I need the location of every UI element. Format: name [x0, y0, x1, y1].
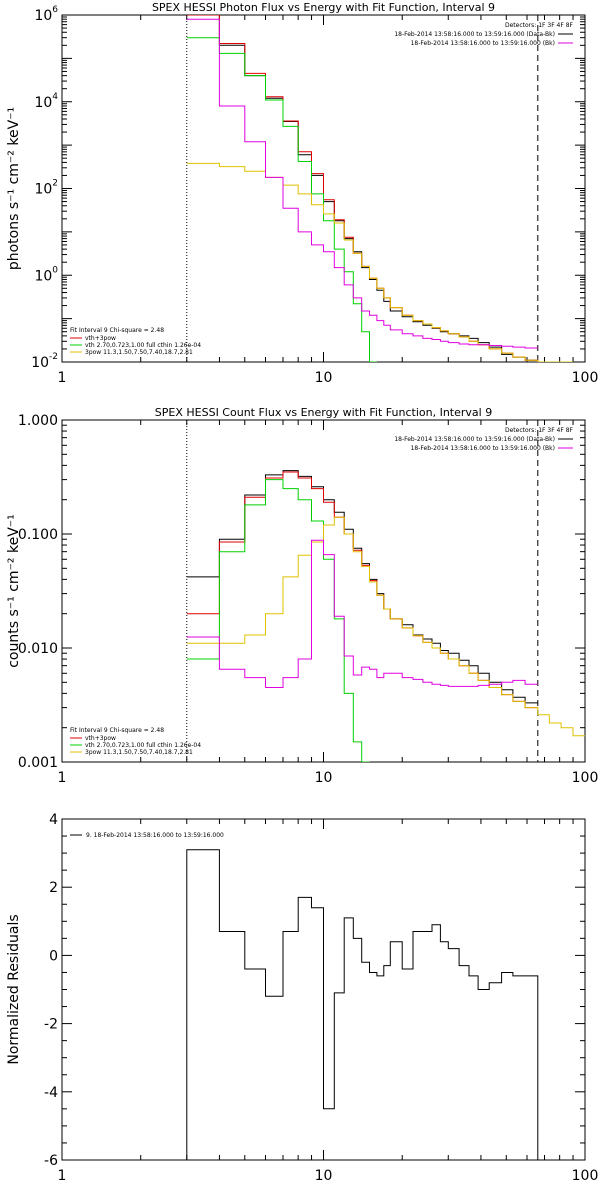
y-tick-label: 0 — [49, 948, 58, 964]
x-tick-label: 10 — [315, 770, 333, 786]
y-tick-label: 0.001 — [18, 755, 58, 771]
legend-entry: 3pow 11.3,1.50,7.50,7.40,18.7,2.81 — [85, 349, 193, 356]
series-line-5 — [186, 539, 538, 688]
y-tick-label: 0.010 — [18, 641, 58, 657]
x-tick-label: 1 — [58, 1168, 67, 1184]
series-line-4 — [186, 516, 585, 737]
y-tick-label: 4 — [49, 812, 58, 828]
y-tick-label: -2 — [44, 1017, 58, 1033]
chart-title: SPEX HESSI Photon Flux vs Energy with Fi… — [152, 1, 495, 14]
legend-entry: 18-Feb-2014 13:58:16.000 to 13:59:16.000… — [394, 31, 555, 38]
legend-entry: 18-Feb-2014 13:58:16.000 to 13:59:16.000… — [394, 436, 555, 443]
chart-panel-3: 1 10 100 4 2 0 -2 -4 -6 Normalized Residuals 9. 18… — [6, 812, 598, 1184]
series-line-1 — [186, 15, 538, 361]
x-tick-label: 100 — [572, 770, 599, 786]
y-tick-label: -6 — [44, 1153, 58, 1169]
legend-entry: 18-Feb-2014 13:58:16.000 to 13:59:16.000… — [411, 445, 555, 452]
series-line-2 — [186, 471, 538, 709]
y-tick-label: 100 — [34, 265, 58, 284]
legend-header: Detectors: 1F 3F 4F 8F — [505, 22, 574, 29]
legend-entry: vth+3pow — [85, 335, 116, 342]
legend-entry: 3pow 11.3,1.50,7.50,7.40,18.7,2.81 — [85, 749, 193, 756]
plot-frame — [61, 419, 586, 763]
legend-header: Detectors: 1F 3F 4F 8F — [505, 427, 574, 434]
y-tick-label: -4 — [44, 1085, 58, 1101]
chart-title: SPEX HESSI Count Flux vs Energy with Fit… — [155, 406, 492, 419]
legend-entry: vth 2.70,0.723,1.00 full cthin 1.26e-04 — [85, 342, 201, 349]
series-line-1 — [186, 470, 538, 704]
chart-panel-1: SPEX HESSI Photon Flux vs Energy with Fi… — [6, 1, 598, 386]
y-tick-label: 102 — [34, 179, 58, 198]
y-tick-label: 104 — [34, 92, 58, 111]
series-line-5 — [186, 18, 538, 349]
x-tick-label: 1 — [58, 370, 67, 386]
chart-panel-2: SPEX HESSI Count Flux vs Energy with Fit… — [6, 406, 598, 786]
y-tick-label: 106 — [34, 5, 58, 24]
x-tick-label: 100 — [572, 1168, 599, 1184]
legend-header: Fit Interval 9 Chi-square = 2.48 — [70, 327, 164, 334]
y-tick-label: 1.000 — [18, 413, 58, 429]
y-tick-label: 10-2 — [31, 352, 58, 371]
x-tick-label: 10 — [315, 370, 333, 386]
y-tick-label: 0.100 — [18, 527, 58, 543]
x-tick-label: 100 — [572, 370, 599, 386]
y-axis-label: Normalized Residuals — [6, 914, 22, 1064]
y-axis-label: counts s⁻¹ cm⁻² keV⁻¹ — [6, 514, 22, 668]
legend-header: Fit Interval 9 Chi-square = 2.48 — [70, 727, 164, 734]
series-line-4 — [186, 162, 573, 362]
series-line-1 — [186, 849, 539, 1160]
y-axis-label: photons s⁻¹ cm⁻² keV⁻¹ — [6, 107, 22, 270]
series-line-3 — [186, 479, 370, 762]
y-tick-label: 2 — [49, 880, 58, 896]
x-tick-label: 10 — [315, 1168, 333, 1184]
legend-entry: 18-Feb-2014 13:58:16.000 to 13:59:16.000… — [411, 40, 555, 47]
series-line-3 — [186, 37, 377, 362]
legend-entry: vth 2.70,0.723,1.00 full cthin 1.26e-04 — [85, 742, 201, 749]
x-tick-label: 1 — [58, 770, 67, 786]
legend-entry: 9. 18-Feb-2014 13:58:16.000 to 13:59:16.… — [86, 832, 224, 839]
legend-entry: vth+3pow — [85, 735, 116, 742]
